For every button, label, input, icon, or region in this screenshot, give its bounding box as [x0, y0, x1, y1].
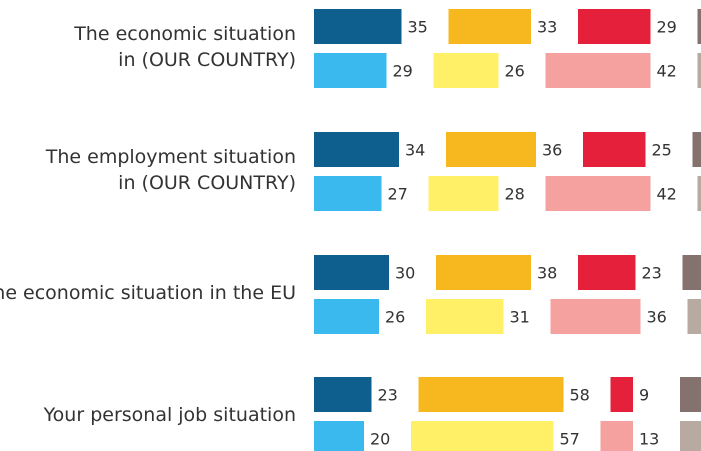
bar-segment [314, 176, 382, 211]
value-label: 26 [505, 62, 525, 81]
category-labels: The economic situation in (OUR COUNTRY) Th… [0, 23, 296, 426]
bar-segment [314, 377, 372, 412]
value-label: 42 [657, 62, 677, 81]
bar-segment [436, 255, 531, 290]
category-label: The employment situation [45, 146, 296, 168]
bar-segment [578, 255, 636, 290]
bar-segment [697, 176, 701, 211]
bar-segment [433, 53, 499, 88]
bar-segment [428, 176, 499, 211]
bar-segment [680, 377, 701, 412]
value-label: 23 [378, 386, 398, 405]
bar-segment [550, 299, 641, 334]
category-label: in (OUR COUNTRY) [118, 49, 296, 71]
bar-segment [314, 421, 364, 451]
bar-segment [692, 132, 701, 167]
value-label: 26 [385, 308, 405, 327]
bar-segment [697, 53, 701, 88]
value-label: 30 [395, 264, 415, 283]
bar-segment [314, 255, 389, 290]
bar-segment [418, 377, 564, 412]
bar-segment [545, 53, 651, 88]
bar-segment [448, 9, 531, 44]
bar-segment [411, 421, 554, 451]
bar-segment [314, 9, 402, 44]
value-label: 23 [642, 264, 662, 283]
category-label: The economic situation [73, 23, 296, 45]
value-label: 42 [657, 185, 677, 204]
value-label: 35 [408, 18, 428, 37]
bar-segment [314, 132, 399, 167]
value-label: 36 [542, 141, 562, 160]
value-label: 36 [647, 308, 667, 327]
value-label: 29 [393, 62, 413, 81]
category-label: in (OUR COUNTRY) [118, 172, 296, 194]
value-label: 25 [652, 141, 672, 160]
bar-segment [600, 421, 633, 451]
value-label: 34 [405, 141, 425, 160]
bar-segment [446, 132, 536, 167]
bar-segment [314, 53, 387, 88]
value-label: 9 [639, 386, 649, 405]
bar-segment [697, 9, 701, 44]
bar-segment [682, 255, 701, 290]
bar-segment [426, 299, 504, 334]
value-label: 13 [639, 430, 659, 449]
value-label: 57 [560, 430, 580, 449]
bar-segment [578, 9, 651, 44]
value-label: 27 [388, 185, 408, 204]
value-labels: 3533293292642334362552728423303823926313… [370, 18, 677, 449]
bar-segment [583, 132, 646, 167]
value-label: 38 [537, 264, 557, 283]
category-label: Your personal job situation [43, 404, 296, 426]
value-label: 20 [370, 430, 390, 449]
category-label: The economic situation in the EU [0, 282, 296, 304]
bar-segment [687, 299, 701, 334]
value-label: 29 [657, 18, 677, 37]
bar-segment [545, 176, 651, 211]
value-label: 33 [537, 18, 557, 37]
value-label: 28 [505, 185, 525, 204]
bar-segment [680, 421, 701, 451]
bar-segment [314, 299, 379, 334]
value-label: 31 [510, 308, 530, 327]
value-label: 58 [570, 386, 590, 405]
bars [314, 9, 701, 451]
bar-segment [610, 377, 633, 412]
